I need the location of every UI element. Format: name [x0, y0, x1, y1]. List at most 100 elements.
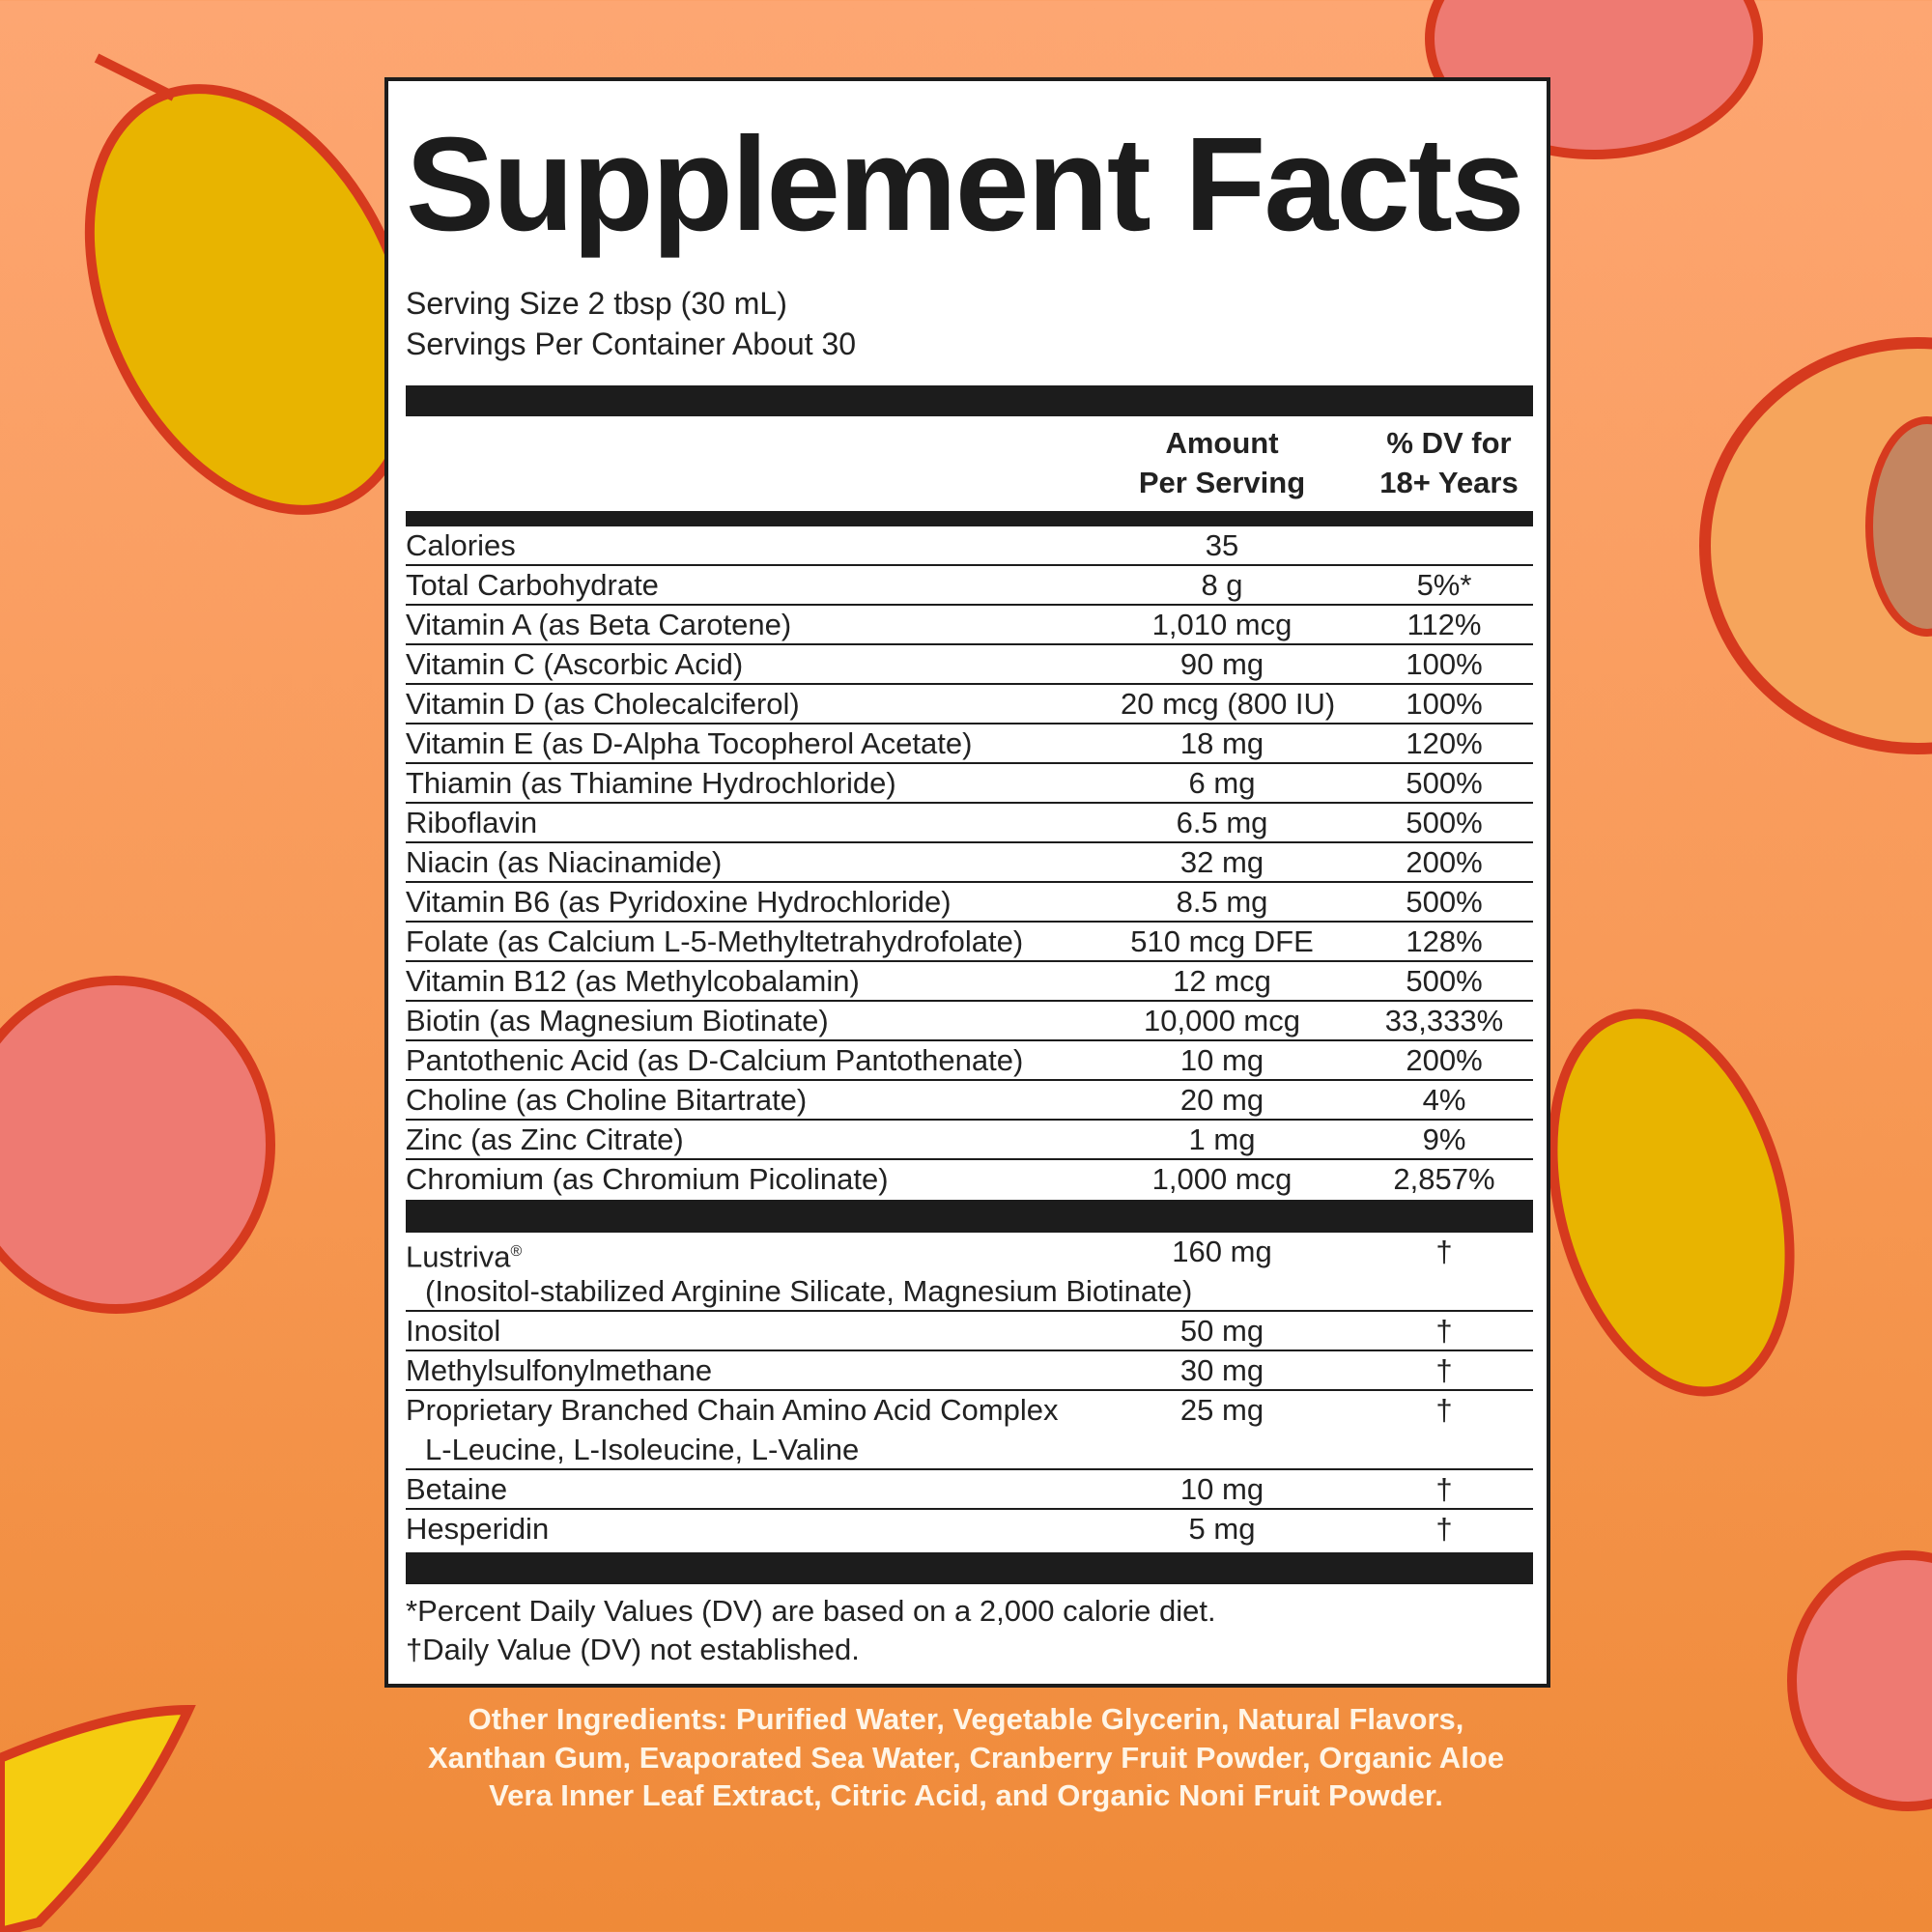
nutrient-amount: 20 mg: [1179, 1083, 1264, 1117]
nutrient-amount: 5 mg: [1188, 1512, 1256, 1546]
nutrient-name-wrap: Proprietary Branched Chain Amino Acid Co…: [406, 1391, 1058, 1429]
nutrient-amount: 10 mg: [1179, 1043, 1264, 1077]
table-row: Choline (as Choline Bitartrate) 20 mg 4%: [406, 1081, 1533, 1121]
nutrient-amount: 10 mg: [1179, 1472, 1264, 1506]
nutrient-amount: 6 mg: [1188, 766, 1256, 800]
nutrient-name: Vitamin B6 (as Pyridoxine Hydrochloride): [406, 885, 952, 919]
nutrient-name: Biotin (as Magnesium Biotinate): [406, 1004, 829, 1037]
peach-half-illustration-right: [1699, 337, 1932, 754]
nutrient-name-wrap: Betaine: [406, 1470, 507, 1508]
nutrient-subtext: (Inositol-stabilized Arginine Silicate, …: [425, 1274, 1193, 1308]
table-row: Thiamin (as Thiamine Hydrochloride) 6 mg 5…: [406, 764, 1533, 804]
table-row: Lustriva® (Inositol-stabilized Arginine S…: [406, 1233, 1533, 1312]
table-row: Vitamin D (as Cholecalciferol) 20 mcg (80…: [406, 685, 1533, 724]
divider-bar: [406, 1200, 1533, 1233]
nutrient-amount: 160 mg: [1172, 1235, 1272, 1268]
nutrient-amount: 25 mg: [1179, 1393, 1264, 1427]
nutrient-name: Riboflavin: [406, 806, 538, 839]
nutrient-dv: 500%: [1406, 964, 1483, 998]
nutrient-amount: 35: [1205, 528, 1239, 562]
table-row: Vitamin B12 (as Methylcobalamin) 12 mcg 50…: [406, 962, 1533, 1002]
nutrient-name: Niacin (as Niacinamide): [406, 845, 723, 879]
nutrient-amount: 1,000 mcg: [1151, 1162, 1293, 1196]
nutrient-dv: †: [1435, 1512, 1453, 1546]
nutrient-name-wrap: Inositol: [406, 1312, 500, 1350]
mango-illustration-right: [1548, 1009, 1795, 1397]
table-row: Vitamin A (as Beta Carotene) 1,010 mcg 112…: [406, 606, 1533, 645]
nutrient-name: Inositol: [406, 1314, 501, 1348]
nutrient-name: Hesperidin: [406, 1512, 550, 1546]
nutrient-dv: †: [1435, 1393, 1453, 1427]
nutrient-dv: 100%: [1406, 687, 1483, 721]
nutrient-name: Methylsulfonylmethane: [406, 1353, 713, 1387]
nutrient-name: Pantothenic Acid (as D-Calcium Pantothen…: [406, 1043, 1024, 1077]
nutrient-dv: 2,857%: [1393, 1162, 1495, 1196]
nutrient-dv: †: [1435, 1472, 1453, 1506]
dv-header-line1: % DV for: [1386, 426, 1512, 460]
nutrient-amount: 90 mg: [1179, 647, 1264, 681]
other-nutrient-table: Lustriva® (Inositol-stabilized Arginine S…: [406, 1233, 1533, 1549]
footnote-dv: *Percent Daily Values (DV) are based on …: [406, 1594, 1216, 1628]
table-row: Chromium (as Chromium Picolinate) 1,000 m…: [406, 1160, 1533, 1200]
nutrient-amount: 6.5 mg: [1176, 806, 1268, 839]
nutrient-amount: 20 mcg (800 IU): [1121, 687, 1336, 721]
amount-header-line1: Amount: [1165, 426, 1279, 460]
nutrient-dv: 200%: [1406, 845, 1483, 879]
nutrient-name: Proprietary Branched Chain Amino Acid Co…: [406, 1393, 1059, 1427]
nutrient-name: Calories: [406, 528, 516, 562]
servings-per-container: Servings Per Container About 30: [406, 327, 857, 361]
peach-illustration-left: [0, 976, 275, 1314]
nutrient-name: Lustriva: [406, 1239, 511, 1274]
nutrient-amount: 10,000 mcg: [1144, 1004, 1300, 1037]
nutrient-name: Total Carbohydrate: [406, 568, 659, 602]
nutrient-name: Vitamin E (as D-Alpha Tocopherol Acetate…: [406, 726, 973, 760]
peach-illustration-bottom-right: [1787, 1550, 1932, 1811]
nutrient-amount: 510 mcg DFE: [1130, 924, 1314, 958]
mango-slice-illustration-bottom-left: [0, 1704, 196, 1932]
nutrient-amount: 30 mg: [1179, 1353, 1264, 1387]
table-row: Vitamin E (as D-Alpha Tocopherol Acetate…: [406, 724, 1533, 764]
divider-bar: [406, 385, 1533, 416]
nutrient-dv: 100%: [1406, 647, 1483, 681]
nutrient-name: Thiamin (as Thiamine Hydrochloride): [406, 766, 896, 800]
nutrient-amount: 8 g: [1201, 568, 1243, 602]
table-row: Inositol 50 mg †: [406, 1312, 1533, 1351]
nutrient-name: Choline (as Choline Bitartrate): [406, 1083, 808, 1117]
nutrient-name-wrap: Lustriva®: [406, 1233, 522, 1275]
nutrient-name: Vitamin C (Ascorbic Acid): [406, 647, 744, 681]
nutrient-name: Zinc (as Zinc Citrate): [406, 1122, 684, 1156]
nutrient-amount: 32 mg: [1179, 845, 1264, 879]
nutrient-dv: 5%*: [1416, 568, 1472, 602]
nutrient-dv: †: [1435, 1235, 1453, 1268]
nutrient-amount: 1 mg: [1188, 1122, 1256, 1156]
amount-header-line2: Per Serving: [1138, 466, 1306, 499]
nutrient-dv: 33,333%: [1384, 1004, 1504, 1037]
supplement-facts-label: Supplement Facts Serving Size 2 tbsp (30…: [384, 77, 1550, 1688]
nutrient-dv: 128%: [1406, 924, 1483, 958]
table-row: Vitamin B6 (as Pyridoxine Hydrochloride)…: [406, 883, 1533, 923]
table-row: Vitamin C (Ascorbic Acid) 90 mg 100%: [406, 645, 1533, 685]
nutrient-dv: 112%: [1406, 608, 1482, 641]
nutrient-subtext: L-Leucine, L-Isoleucine, L-Valine: [425, 1433, 860, 1466]
nutrient-name-wrap: Methylsulfonylmethane: [406, 1351, 712, 1389]
nutrient-name: Betaine: [406, 1472, 508, 1506]
nutrient-dv: 4%: [1422, 1083, 1466, 1117]
table-row: Total Carbohydrate 8 g 5%*: [406, 566, 1533, 606]
nutrient-dv: 500%: [1406, 766, 1483, 800]
nutrient-name-wrap: Hesperidin: [406, 1510, 549, 1548]
nutrient-dv: †: [1435, 1314, 1453, 1348]
table-row: Calories 35: [406, 526, 1533, 566]
nutrient-amount: 1,010 mcg: [1151, 608, 1293, 641]
vitamin-table: Calories 35 Total Carbohydrate 8 g 5%* Vitami…: [406, 526, 1533, 1200]
table-row: Biotin (as Magnesium Biotinate) 10,000 mc…: [406, 1002, 1533, 1041]
nutrient-name: Folate (as Calcium L-5-Methyltetrahydrof…: [406, 924, 1024, 958]
serving-size: Serving Size 2 tbsp (30 mL): [406, 286, 787, 321]
dv-header-line2: 18+ Years: [1379, 466, 1519, 499]
table-row: Betaine 10 mg †: [406, 1470, 1533, 1510]
nutrient-name: Vitamin D (as Cholecalciferol): [406, 687, 800, 721]
nutrient-amount: 18 mg: [1179, 726, 1264, 760]
table-row: Proprietary Branched Chain Amino Acid Co…: [406, 1391, 1533, 1470]
nutrient-name: Chromium (as Chromium Picolinate): [406, 1162, 889, 1196]
nutrient-dv: 120%: [1406, 726, 1483, 760]
amount-header: Amount Per Serving: [1121, 423, 1323, 502]
